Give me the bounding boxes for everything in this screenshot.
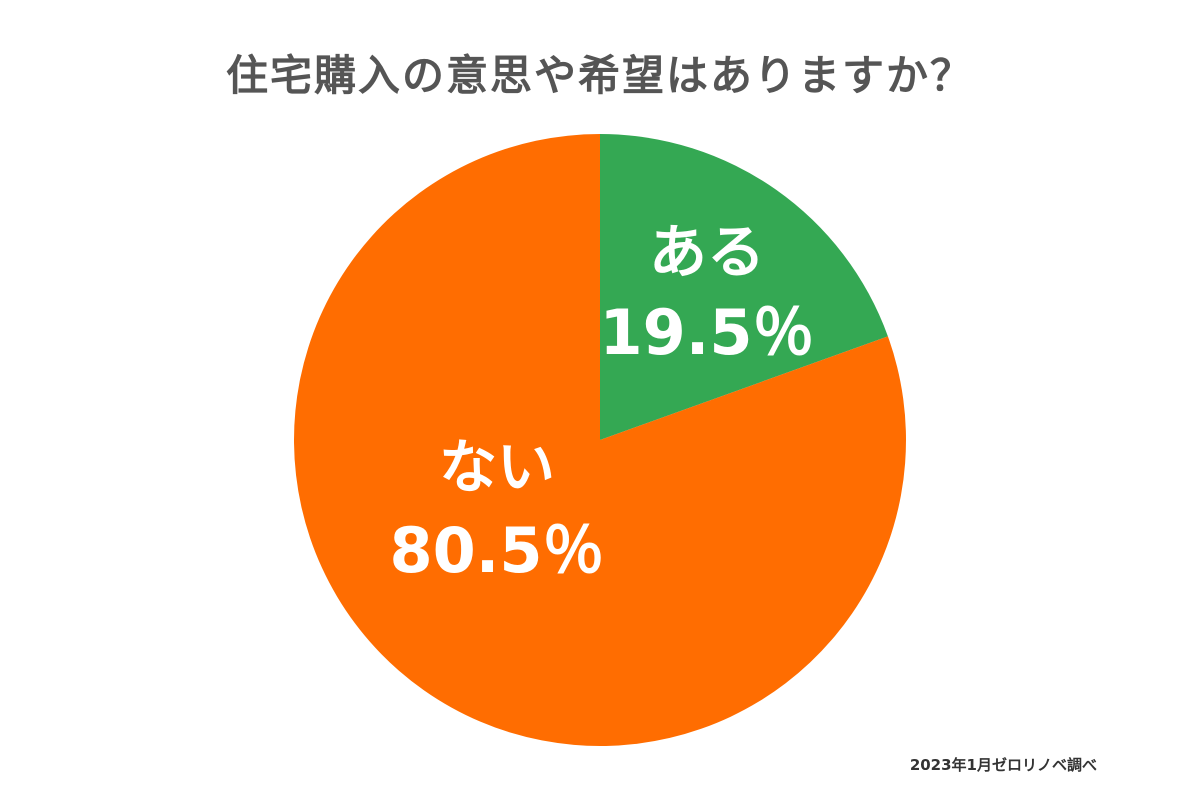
slice-value-label: 80.5％ [390,514,605,587]
source-note: 2023年1月ゼロリノベ調べ [909,756,1097,774]
slice-category-label: ない [439,433,555,501]
slice-value-label: 19.5％ [600,296,815,369]
chart-title: 住宅購入の意思や希望はありますか？ [225,51,974,100]
pie-labels: ある 19.5％ ない 80.5％ [390,218,815,587]
pie-slice-1 [600,134,888,440]
pie-slice-2 [294,134,906,747]
pie-slices [294,134,906,747]
slice-category-label: ある [649,218,765,286]
